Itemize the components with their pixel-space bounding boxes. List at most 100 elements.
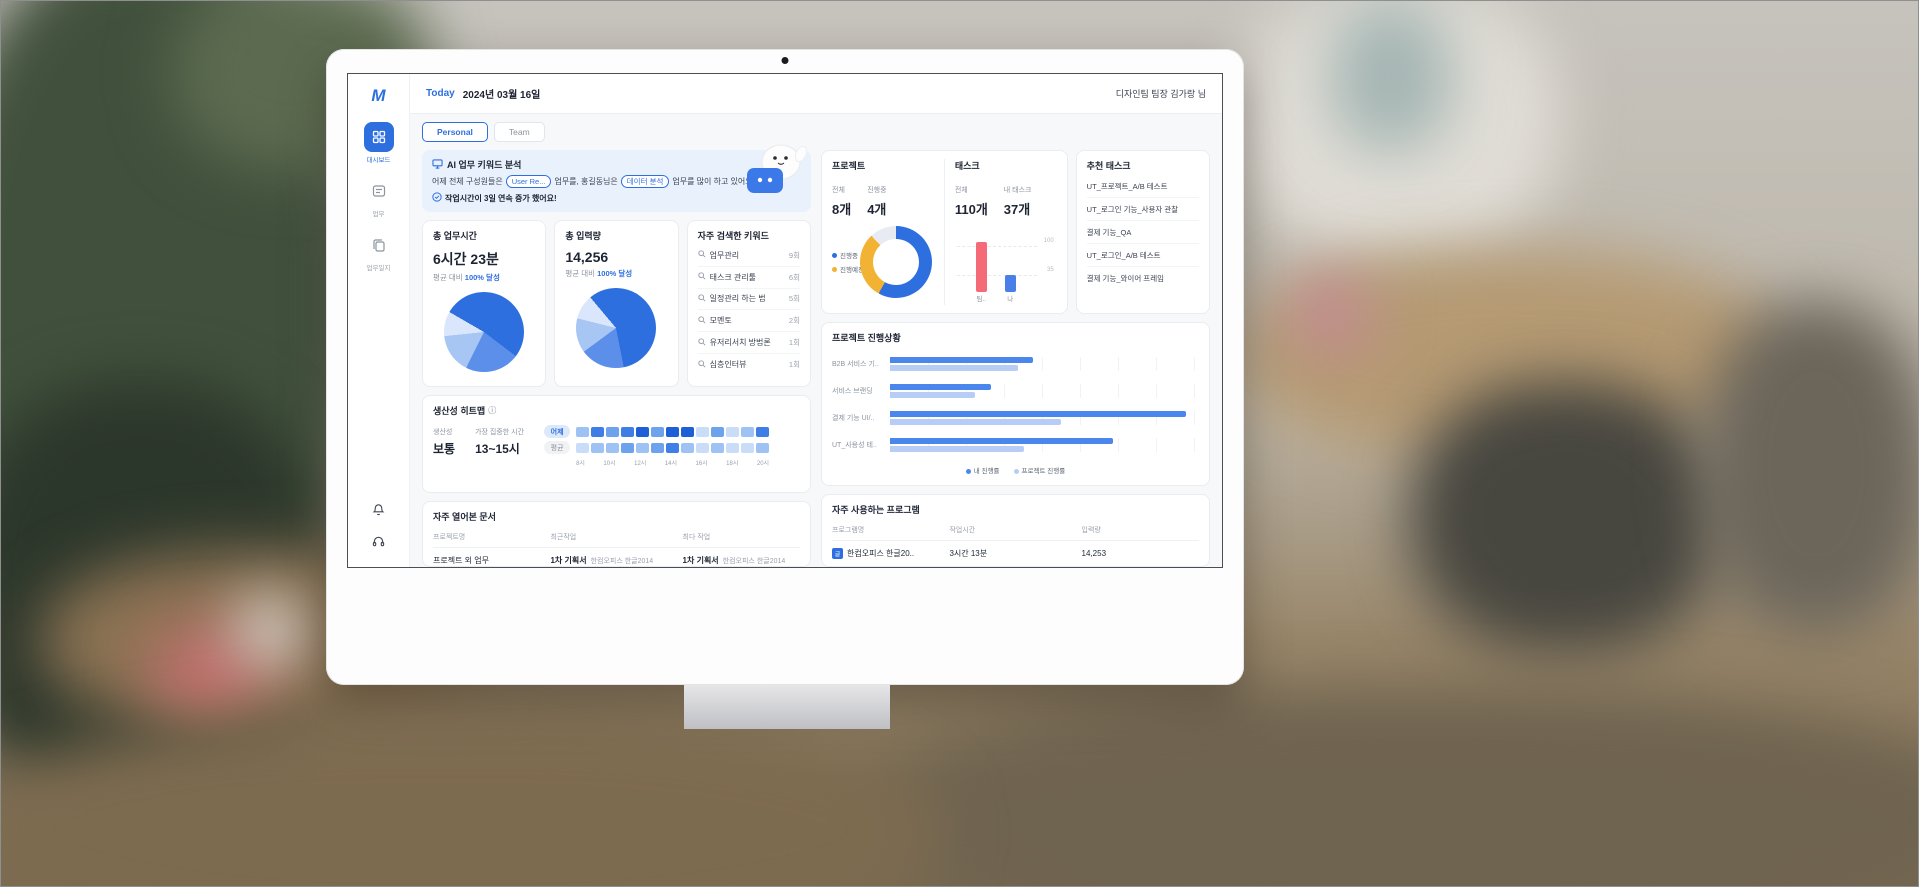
recommended-task-item[interactable]: UT_로그인_A/B 테스트	[1086, 244, 1199, 267]
legend-dot	[965, 468, 971, 474]
frequent-programs-card: 자주 사용하는 프로그램 프로그램명 작업시간 입력량 글 한컴오피스 한글20.…	[821, 494, 1210, 567]
keyword-row[interactable]: 심층인터뷰 1회	[697, 354, 800, 376]
keyword-row[interactable]: 태스크 관리툴 6회	[697, 267, 800, 289]
keyword-text: 유저리서치 방법론	[709, 338, 771, 348]
task-total: 110개	[954, 202, 988, 217]
mascot-character	[747, 144, 807, 193]
heatmap-row-chip-average[interactable]: 평균	[544, 441, 571, 454]
keyword-count: 1회	[788, 360, 800, 370]
progress-bar	[890, 391, 976, 398]
keyword-text: 심층인터뷰	[709, 360, 747, 370]
legend-dot	[1013, 468, 1019, 474]
chair-blur	[1411, 381, 1721, 651]
app-logo[interactable]: M	[371, 86, 386, 105]
worklog-icon	[364, 230, 394, 260]
ai-keyword-banner: AI 업무 키워드 분석 어제 전체 구성원들은 User Re... 업무를,…	[422, 144, 811, 212]
heatmap-cell	[741, 442, 755, 453]
chair2-blur	[1701, 301, 1918, 631]
work-time-value: 6시간 23분	[433, 251, 499, 267]
search-icon	[697, 337, 706, 348]
heatmap-axis-label: 8시	[576, 461, 585, 467]
docs-table-row[interactable]: 프로젝트 외 업무 1차 기획서 한컴오피스 한글2014 1차 기획서 한컴오피스…	[433, 556, 786, 565]
tab-personal[interactable]: Personal	[422, 122, 488, 142]
bell-icon[interactable]	[372, 503, 385, 521]
search-icon	[697, 272, 706, 282]
recommended-tasks-card: 추천 태스크 UT_프로젝트_A/B 테스트 UT_로그인 기능_사용자 관찰 결제…	[1075, 150, 1210, 314]
heatmap-axis-label: 20시	[756, 461, 770, 467]
info-icon[interactable]: ⓘ	[488, 406, 497, 415]
recommended-task-list: UT_프로젝트_A/B 테스트 UT_로그인 기능_사용자 관찰 결제 기능_QA U…	[1086, 175, 1199, 289]
sidebar-item-dashboard[interactable]: 대시보드	[363, 122, 394, 164]
heatmap-cell	[666, 426, 680, 437]
heatmap-cell	[651, 442, 665, 453]
sidebar-bottom	[372, 503, 385, 553]
frequent-docs-card: 자주 열어본 문서 프로젝트명 최근작업 최다 작업 프로젝트 외 업무 1차 …	[422, 501, 811, 567]
recommended-task-item[interactable]: UT_프로젝트_A/B 테스트	[1086, 175, 1199, 198]
heatmap-cell	[711, 442, 725, 453]
camera-dot	[781, 57, 789, 64]
heatmap-axis-label: 10시	[603, 461, 616, 467]
heatmap-row-chip-yesterday[interactable]: 어제	[544, 425, 571, 438]
recommended-task-item[interactable]: 결제 기능_QA	[1086, 221, 1199, 244]
progress-chart: B2B 서비스 기.. 서비스 브랜딩 결제 기능 UI/.. UT_사용성 테..	[832, 350, 1199, 459]
heatmap-cell	[576, 442, 590, 453]
search-icon	[697, 294, 706, 304]
today-label: Today	[426, 88, 455, 99]
keyword-row[interactable]: 일정관리 하는 법 5회	[697, 289, 800, 311]
heatmap-cell	[756, 442, 770, 453]
recommended-task-item[interactable]: 결제 기능_와이어 프레임	[1086, 273, 1165, 283]
progress-bar	[890, 446, 1025, 453]
heatmap-cell	[651, 426, 665, 437]
heatmap-cell	[606, 442, 620, 453]
programs-table-row[interactable]: 글 한컴오피스 한글20.. 3시간 13분 14,253	[832, 541, 1199, 566]
search-icon	[697, 250, 706, 260]
heatmap-cells-row	[576, 426, 770, 437]
recommended-task-item[interactable]: UT_로그인 기능_사용자 관찰	[1086, 198, 1199, 221]
topbar: Today 2024년 03월 16일 디자인팀 팀장 김가랑 님	[410, 74, 1222, 114]
keyword-count: 1회	[788, 338, 800, 348]
sidebar-item-worklog[interactable]: 업무일지	[364, 230, 394, 272]
project-section: 프로젝트 전체 8개 진행중 4개 진행중 진행예정	[832, 159, 934, 305]
heatmap-cell	[576, 426, 590, 437]
keyword-count: 9회	[788, 250, 800, 260]
legend-dot	[832, 253, 837, 259]
keyword-row[interactable]: 모멘토 2회	[697, 310, 800, 333]
input-amount-card: 총 입력량 14,256 평균 대비 100% 달성	[554, 220, 679, 387]
heatmap-axis-label: 16시	[695, 461, 708, 467]
focus-time: 13~15시	[475, 442, 520, 456]
desk-front-blur	[1, 711, 941, 886]
sidebar-item-tasks[interactable]: 업무	[364, 176, 394, 218]
keyword-row[interactable]: 업무관리 9회	[697, 245, 800, 267]
project-in-progress: 4개	[867, 202, 887, 217]
work-time-card: 총 업무시간 6시간 23분 평균 대비 100% 달성	[422, 220, 547, 387]
floor-blur	[851, 691, 1918, 886]
gridline	[956, 275, 1037, 277]
right-column: 프로젝트 전체 8개 진행중 4개 진행중 진행예정	[821, 150, 1210, 567]
progress-bar	[890, 411, 1186, 418]
vase-blur	[1331, 1, 1451, 151]
search-icon	[697, 360, 706, 370]
keyword-text: 태스크 관리툴	[709, 272, 757, 282]
tab-team[interactable]: Team	[493, 122, 545, 142]
keyword-chip-2[interactable]: 데이터 분석	[620, 175, 670, 188]
headset-icon[interactable]	[372, 535, 385, 553]
search-icon	[697, 316, 706, 326]
gridline-label: 100	[1043, 237, 1054, 244]
heatmap-cell	[636, 442, 650, 453]
keyword-row[interactable]: 유저리서치 방법론 1회	[697, 332, 800, 354]
heatmap-cell	[681, 442, 695, 453]
heatmap-cell	[726, 426, 740, 437]
white-cup-blur	[236, 596, 306, 666]
heatmap-cell	[621, 426, 635, 437]
task-bar	[1004, 275, 1016, 292]
productivity-heatmap-card: 생산성 히트맵 ⓘ 생산성 보통 가장	[422, 395, 811, 493]
keyword-list: 업무관리 9회 태스크 관리툴 6회 일정관리 하는 법 5회 모멘토 2회 유저리서치 방법론…	[697, 245, 800, 376]
task-bar-label: 나	[1007, 296, 1014, 303]
docs-table-header: 프로젝트명 최근작업 최다 작업	[433, 526, 800, 548]
keyword-chip-1[interactable]: User Re...	[505, 175, 552, 188]
user-name[interactable]: 디자인팀 팀장 김가랑 님	[1115, 89, 1206, 99]
gridline-label: 35	[1047, 267, 1054, 274]
heatmap-axis-label: 14시	[664, 461, 677, 467]
heatmap-cell	[756, 426, 770, 437]
heatmap-cell	[696, 442, 710, 453]
